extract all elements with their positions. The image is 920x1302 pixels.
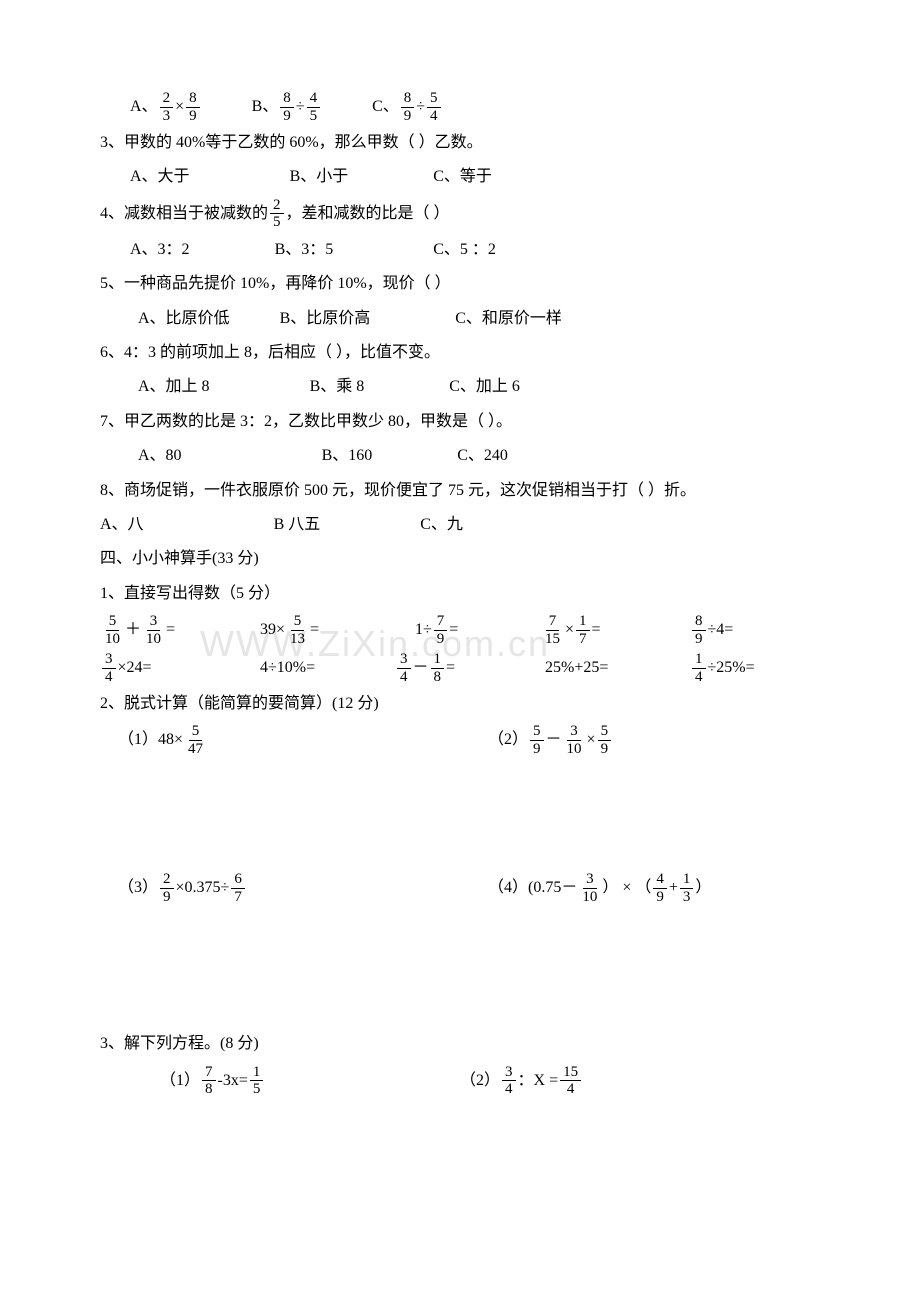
q6-optA: A、加上 8: [138, 372, 210, 402]
expression-row2: （3） 29 ×0.375÷ 67 （4）(0.75－ 310 ） × （ 49…: [100, 871, 835, 905]
q5-stem: 5、一种商品先提价 10%，再降价 10%，现价（ ）: [100, 269, 835, 299]
q3-options: A、大于 B、小于 C、等于: [100, 162, 835, 192]
q3-optB: B、小于: [290, 162, 349, 192]
q8-optA: A、八: [100, 510, 144, 540]
q8-stem: 8、商场促销，一件衣服原价 500 元，现价便宜了 75 元，这次促销相当于打（…: [100, 476, 835, 506]
q2-optA-prefix: A、: [130, 92, 158, 122]
q5-optC: C、和原价一样: [455, 304, 562, 334]
q4-stem-post: ，差和减数的比是（ ）: [286, 199, 450, 229]
q6-optC: C、加上 6: [449, 372, 520, 402]
q4-optB: B、3：5: [275, 235, 334, 265]
mental-row2: 34 ×24= 4÷10%= 34 － 18 = 25%+25= 14 ÷25%…: [100, 651, 835, 685]
q7-optC: C、240: [457, 441, 508, 471]
mental-row1: 510 ＋ 310 = 39× 513 = 1÷ 79 = 715 × 17 =…: [100, 613, 835, 647]
q2-optA-frac2: 89: [186, 90, 200, 124]
q2-optB-frac1: 89: [280, 90, 294, 124]
q2-optC-mid: ÷: [416, 92, 425, 122]
q7-optA: A、80: [138, 441, 182, 471]
q4-stem-pre: 4、减数相当于被减数的: [100, 199, 268, 229]
q7-options: A、80 B、160 C、240: [100, 441, 835, 471]
q2-optB-frac2: 45: [307, 90, 321, 124]
sec4-p3: 3、解下列方程。(8 分): [100, 1029, 835, 1059]
q5-options: A、比原价低 B、比原价高 C、和原价一样: [100, 304, 835, 334]
q4-options: A、3：2 B、3：5 C、5 ：2: [100, 235, 835, 265]
q2-optA-frac1: 23: [160, 90, 174, 124]
q6-stem: 6、4：3 的前项加上 8，后相应（ ），比值不变。: [100, 338, 835, 368]
q2-optB-prefix: B、: [252, 92, 279, 122]
q3-optA: A、大于: [130, 162, 190, 192]
q2-optC-frac1: 89: [401, 90, 415, 124]
q2-optA-mid: ×: [175, 92, 184, 122]
q4-stem: 4、减数相当于被减数的 25 ，差和减数的比是（ ）: [100, 197, 835, 231]
q4-frac: 25: [270, 197, 284, 231]
q3-optC: C、等于: [433, 162, 492, 192]
q5-optB: B、比原价高: [280, 304, 371, 334]
q7-optB: B、160: [322, 441, 373, 471]
q2-optB-mid: ÷: [296, 92, 305, 122]
q8-optB: B 八五: [274, 510, 321, 540]
q3-stem: 3、甲数的 40%等于乙数的 60%，那么甲数（ ）乙数。: [100, 128, 835, 158]
expression-row1: （1）48× 547 （2） 59 － 310 × 59: [100, 723, 835, 757]
sec4-p2: 2、脱式计算（能简算的要简算）(12 分): [100, 689, 835, 719]
q7-stem: 7、甲乙两数的比是 3：2，乙数比甲数少 80，甲数是（ ）。: [100, 407, 835, 437]
q2-optC-prefix: C、: [372, 92, 399, 122]
q8-options: A、八 B 八五 C、九: [100, 510, 835, 540]
q2-optC-frac2: 54: [427, 90, 441, 124]
q5-optA: A、比原价低: [138, 304, 230, 334]
sec4-title: 四、小小神算手(33 分): [100, 544, 835, 574]
equation-row: （1） 78 -3x= 15 （2） 34 ：X = 154: [100, 1064, 835, 1098]
q8-optC: C、九: [420, 510, 463, 540]
q2-options: A、 23 × 89 B、 89 ÷ 45 C、 89 ÷ 54: [100, 90, 835, 124]
sec4-p1: 1、直接写出得数（5 分）: [100, 579, 835, 609]
q4-optA: A、3：2: [130, 235, 190, 265]
content: A、 23 × 89 B、 89 ÷ 45 C、 89 ÷ 54 3、甲数的 4…: [100, 90, 835, 1098]
q6-optB: B、乘 8: [310, 372, 365, 402]
q6-options: A、加上 8 B、乘 8 C、加上 6: [100, 372, 835, 402]
q4-optC: C、5 ：2: [433, 235, 496, 265]
